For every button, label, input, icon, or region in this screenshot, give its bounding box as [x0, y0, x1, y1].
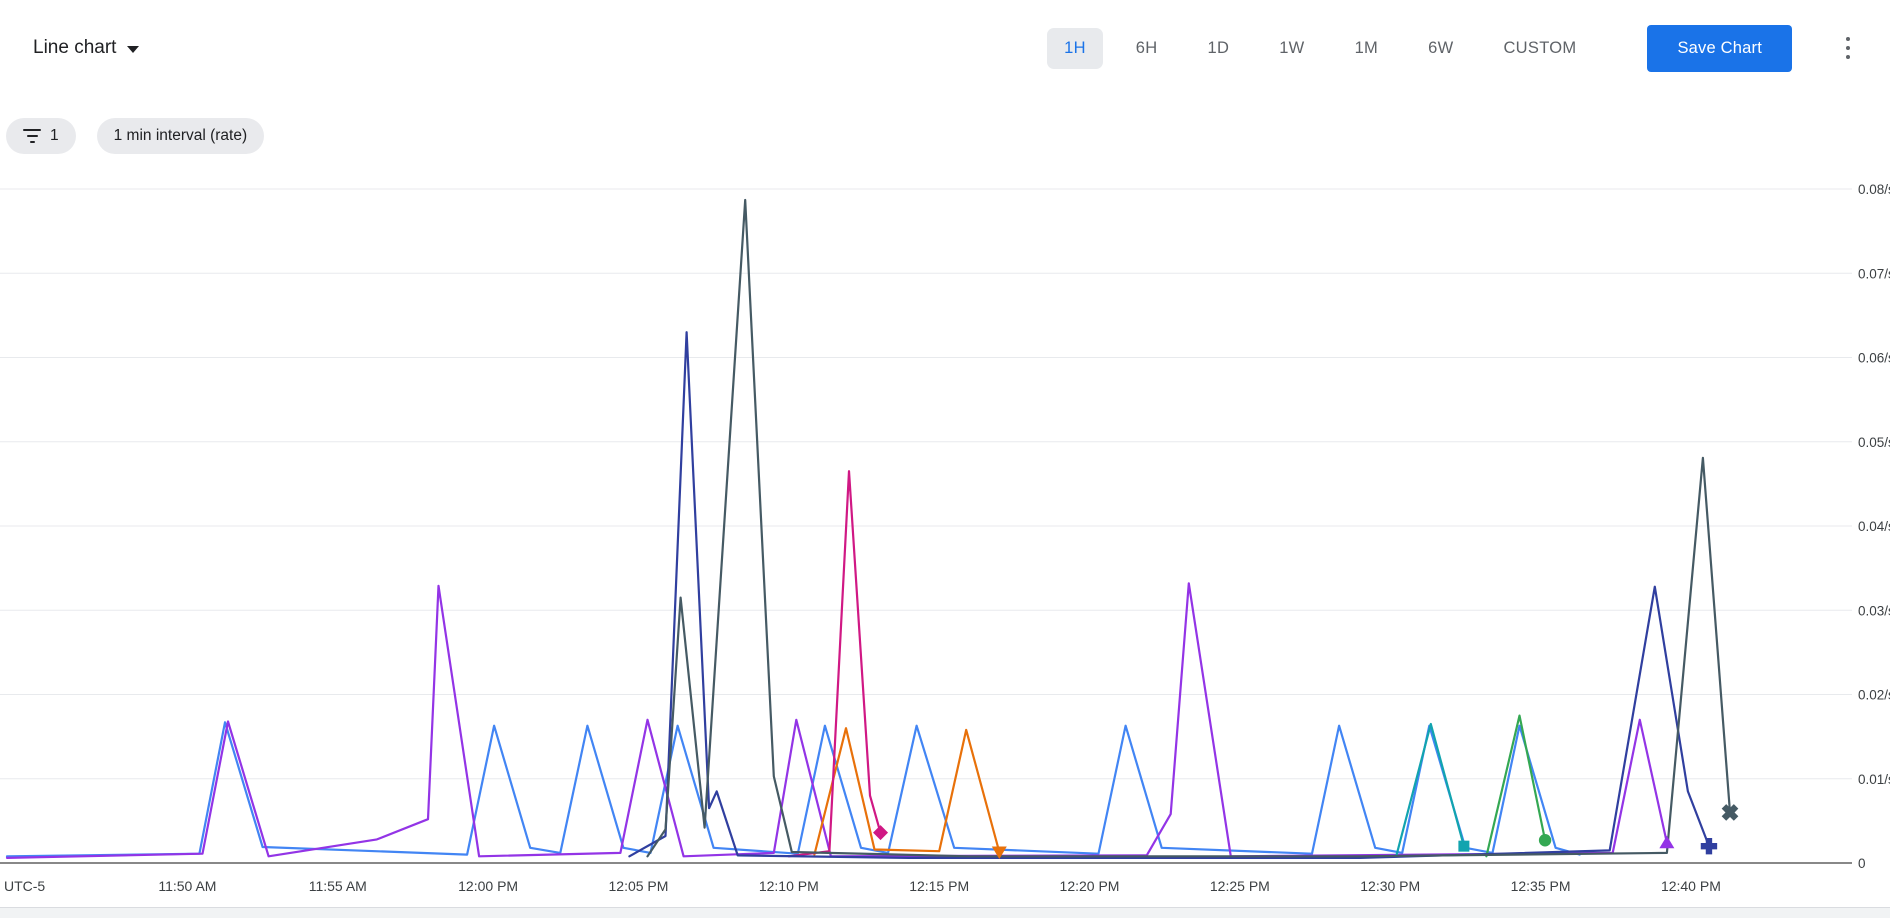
chart-canvas[interactable]: 0 0.01/s 0.02/s 0.03/s 0.04/s 0.05/s 0.06/s 0.0… — [0, 140, 1890, 918]
kebab-menu-icon[interactable] — [1836, 28, 1860, 68]
x-tick-label: 12:20 PM — [1060, 878, 1120, 894]
time-range-group: 1H 6H 1D 1W 1M 6W CUSTOM — [1047, 27, 1593, 69]
chevron-down-icon — [127, 46, 140, 53]
save-chart-button[interactable]: Save Chart — [1647, 24, 1792, 72]
series-end-marker-magenta — [873, 825, 889, 841]
y-tick-label: 0.08/s — [1858, 182, 1890, 197]
time-range-1d[interactable]: 1D — [1191, 28, 1247, 69]
chart-type-label: Line chart — [33, 37, 117, 58]
y-tick-label: 0.01/s — [1858, 772, 1890, 787]
filter-bar: 1 1 min interval (rate) — [6, 118, 265, 154]
series-line-green — [1485, 714, 1547, 858]
time-range-custom[interactable]: CUSTOM — [1486, 28, 1593, 69]
x-tick-label: 12:35 PM — [1511, 878, 1571, 894]
interval-chip[interactable]: 1 min interval (rate) — [96, 118, 265, 154]
y-tick-label: 0.07/s — [1858, 266, 1890, 281]
series-line-indigo — [628, 331, 1711, 860]
timezone-label: UTC-5 — [4, 878, 45, 894]
y-tick-label: 0.06/s — [1858, 351, 1890, 366]
x-tick-label: 12:25 PM — [1210, 878, 1270, 894]
interval-chip-label: 1 min interval (rate) — [113, 127, 248, 144]
time-range-6h[interactable]: 6H — [1119, 28, 1175, 69]
series-end-marker-indigo — [1700, 837, 1718, 855]
filter-chip[interactable]: 1 — [6, 118, 76, 154]
filter-count-label: 1 — [50, 127, 59, 144]
series-end-marker-purple — [1659, 835, 1675, 849]
bottom-edge-strip — [0, 907, 1890, 918]
time-range-6w[interactable]: 6W — [1411, 28, 1470, 69]
chart-area: 0 0.01/s 0.02/s 0.03/s 0.04/s 0.05/s 0.06/s 0.0… — [0, 140, 1890, 918]
series-end-marker-teal — [1458, 840, 1470, 852]
time-range-1w[interactable]: 1W — [1262, 28, 1321, 69]
x-tick-label: 12:40 PM — [1661, 878, 1721, 894]
x-tick-label: 12:15 PM — [909, 878, 969, 894]
y-tick-label: 0.03/s — [1858, 603, 1890, 618]
y-tick-label: 0.05/s — [1858, 435, 1890, 450]
x-tick-label: 12:00 PM — [458, 878, 518, 894]
y-tick-label: 0.02/s — [1858, 688, 1890, 703]
series-end-marker-slate — [1721, 804, 1739, 821]
series-line-magenta — [787, 470, 882, 858]
series-end-marker-orange — [991, 846, 1007, 860]
x-tick-label: 12:30 PM — [1360, 878, 1420, 894]
y-tick-label: 0.04/s — [1858, 519, 1890, 534]
time-range-1h[interactable]: 1H — [1047, 27, 1103, 69]
series-line-orange — [813, 727, 1001, 856]
series-line-slate — [646, 198, 1732, 858]
x-tick-label: 11:55 AM — [309, 878, 367, 894]
series-end-marker-green — [1538, 834, 1552, 847]
filter-list-icon — [23, 128, 41, 144]
time-range-1m[interactable]: 1M — [1338, 28, 1396, 69]
series-line-purple — [5, 582, 1669, 860]
chart-type-dropdown[interactable]: Line chart — [33, 37, 140, 59]
y-tick-label: 0 — [1858, 856, 1866, 871]
x-tick-label: 12:05 PM — [609, 878, 669, 894]
toolbar: Line chart 1H 6H 1D 1W 1M 6W CUSTOM Save Chart — [0, 0, 1890, 96]
x-tick-label: 12:10 PM — [759, 878, 819, 894]
series-line-teal — [1395, 722, 1466, 858]
x-tick-label: 11:50 AM — [158, 878, 216, 894]
